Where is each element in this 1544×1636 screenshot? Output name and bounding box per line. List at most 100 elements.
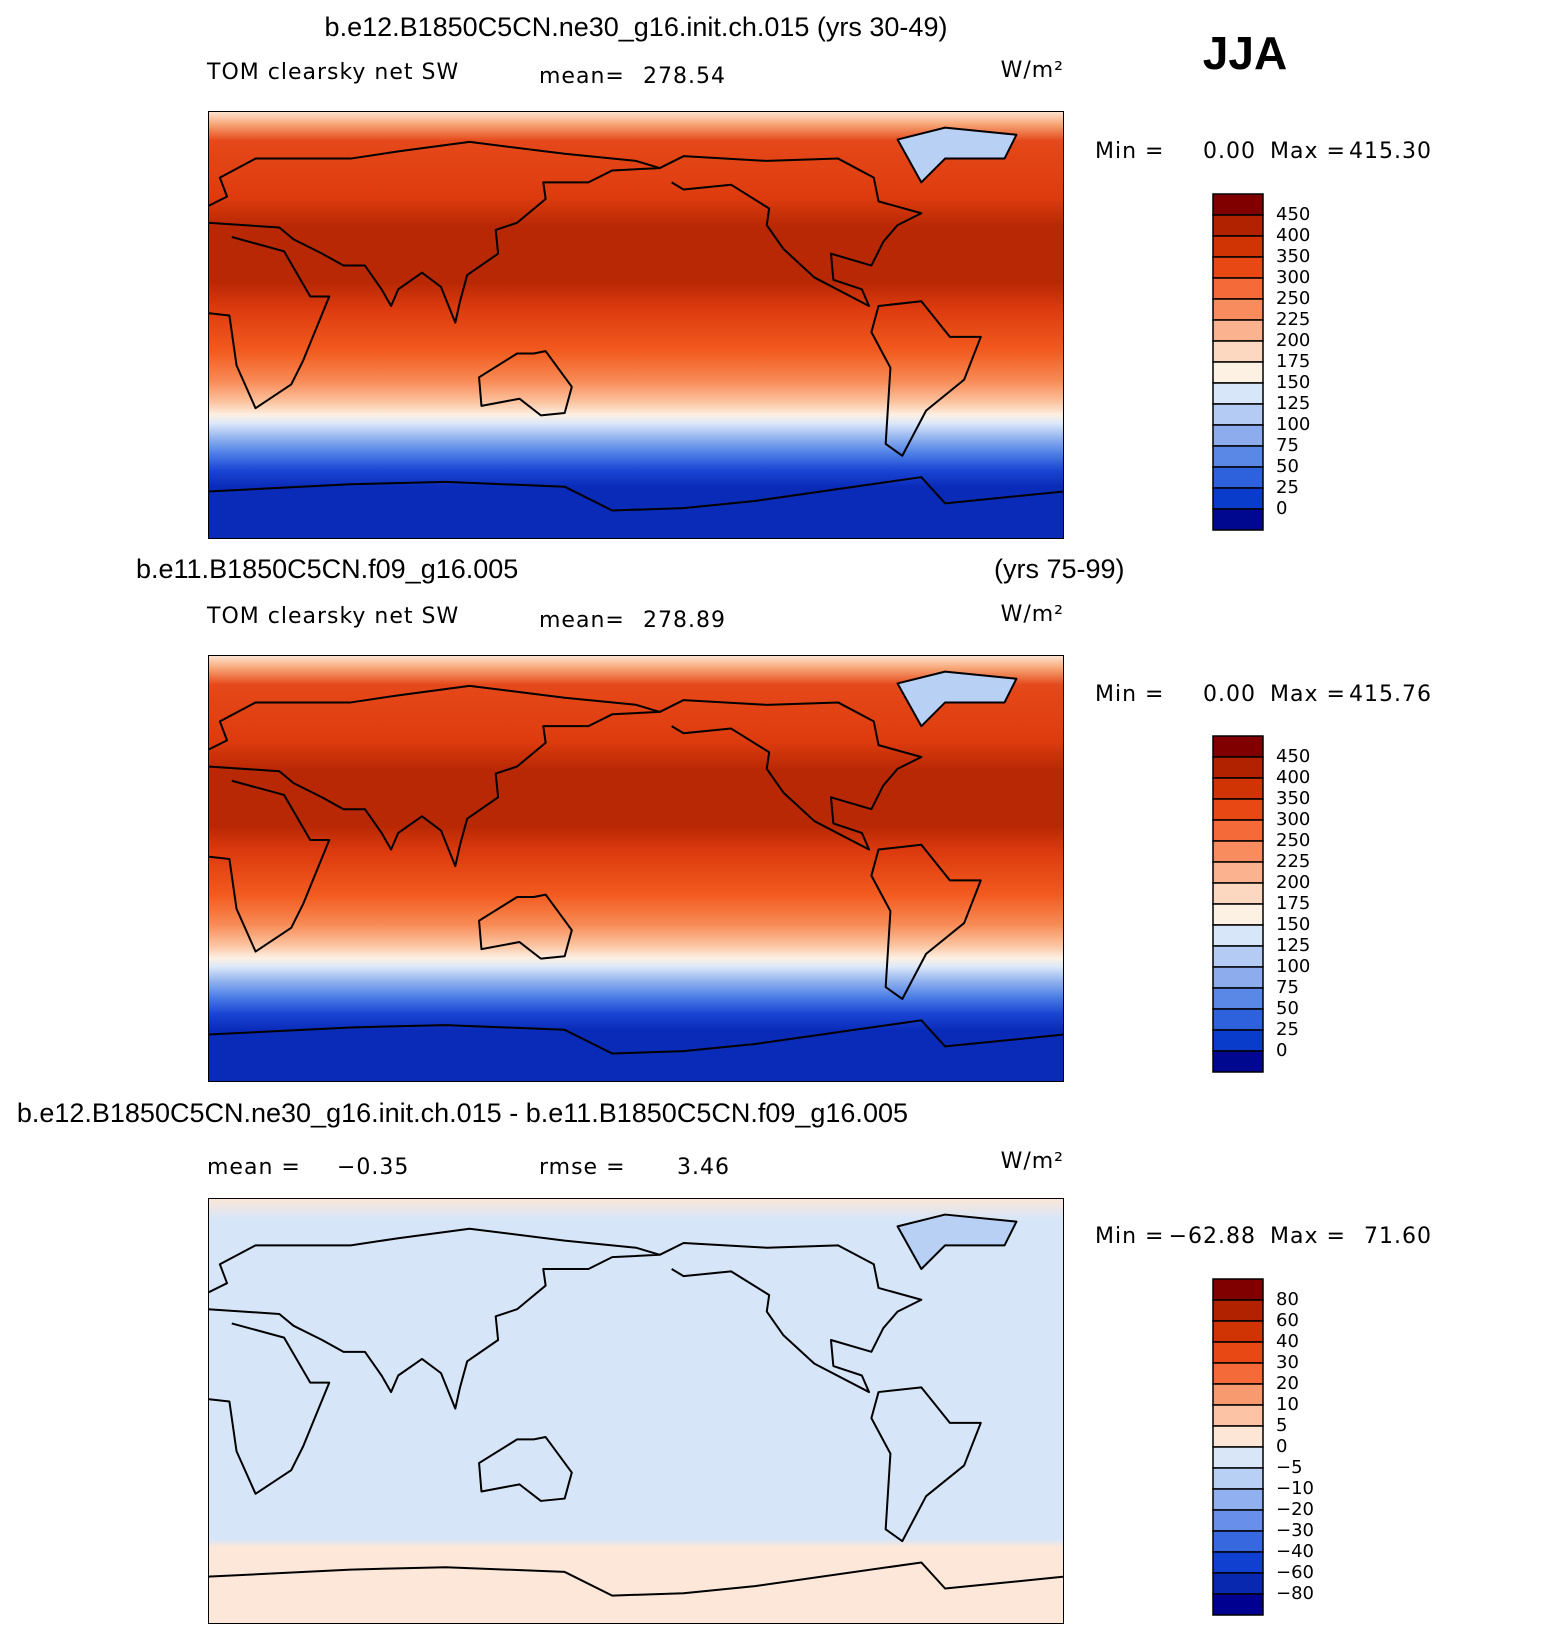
colorbar-box bbox=[1212, 1278, 1264, 1301]
colorbar-label: 300 bbox=[1276, 809, 1310, 830]
colorbar-label: 50 bbox=[1276, 998, 1299, 1019]
colorbar-box bbox=[1212, 966, 1264, 989]
colorbar-box bbox=[1212, 798, 1264, 821]
map bbox=[208, 655, 1064, 1082]
colorbar-label: 75 bbox=[1276, 435, 1299, 456]
colorbar-label: 25 bbox=[1276, 477, 1299, 498]
colorbar-label: 20 bbox=[1276, 1373, 1299, 1394]
colorbar-box bbox=[1212, 508, 1264, 531]
colorbar-label: 10 bbox=[1276, 1394, 1299, 1415]
colorbar-box bbox=[1212, 277, 1264, 300]
colorbar-box bbox=[1212, 840, 1264, 863]
colorbar-label: 60 bbox=[1276, 1310, 1299, 1331]
colorbar-label: 125 bbox=[1276, 393, 1310, 414]
colorbar-box bbox=[1212, 1572, 1264, 1595]
colorbar-box bbox=[1212, 1551, 1264, 1574]
colorbar-label: 200 bbox=[1276, 872, 1310, 893]
colorbar-label: −30 bbox=[1276, 1520, 1314, 1541]
colorbar-box bbox=[1212, 1008, 1264, 1031]
colorbar-box bbox=[1212, 1299, 1264, 1322]
colorbar-label: −5 bbox=[1276, 1457, 1303, 1478]
colorbar-label: 400 bbox=[1276, 767, 1310, 788]
max-value: 415.30 bbox=[1349, 139, 1432, 164]
colorbar-box bbox=[1212, 1446, 1264, 1469]
colorbar-box bbox=[1212, 235, 1264, 258]
colorbar-box bbox=[1212, 193, 1264, 216]
colorbar-label: 40 bbox=[1276, 1331, 1299, 1352]
max-value: 71.60 bbox=[1364, 1224, 1432, 1249]
colorbar-box bbox=[1212, 777, 1264, 800]
colorbar-label: 350 bbox=[1276, 246, 1310, 267]
stat-label: mean= bbox=[539, 608, 625, 633]
colorbar-label: −80 bbox=[1276, 1583, 1314, 1604]
stat-label: rmse = bbox=[539, 1155, 626, 1180]
stat-label: mean= bbox=[539, 64, 625, 89]
colorbar-box bbox=[1212, 256, 1264, 279]
colorbar-box bbox=[1212, 924, 1264, 947]
map bbox=[208, 111, 1064, 539]
map bbox=[208, 1198, 1064, 1624]
colorbar-box bbox=[1212, 1383, 1264, 1406]
colorbar-label: 175 bbox=[1276, 893, 1310, 914]
colorbar-box bbox=[1212, 1488, 1264, 1511]
colorbar-label: 175 bbox=[1276, 351, 1310, 372]
colorbar-label: 50 bbox=[1276, 456, 1299, 477]
max-label: Max = bbox=[1270, 682, 1346, 707]
colorbar-label: 300 bbox=[1276, 267, 1310, 288]
colorbar-box bbox=[1212, 735, 1264, 758]
min-value: 0.00 bbox=[1203, 139, 1256, 164]
colorbar-box bbox=[1212, 487, 1264, 510]
colorbar-box bbox=[1212, 319, 1264, 342]
colorbar-label: 450 bbox=[1276, 746, 1310, 767]
colorbar-label: 225 bbox=[1276, 309, 1310, 330]
colorbar-box bbox=[1212, 882, 1264, 905]
colorbar-box bbox=[1212, 1362, 1264, 1385]
season-label: JJA bbox=[1203, 27, 1287, 79]
colorbar-box bbox=[1212, 987, 1264, 1010]
colorbar-box bbox=[1212, 1050, 1264, 1073]
colorbar-label: 150 bbox=[1276, 914, 1310, 935]
max-value: 415.76 bbox=[1349, 682, 1432, 707]
colorbar-box bbox=[1212, 861, 1264, 884]
colorbar-label: 5 bbox=[1276, 1415, 1287, 1436]
colorbar-box bbox=[1212, 466, 1264, 489]
min-label: Min = bbox=[1095, 1224, 1164, 1249]
colorbar-label: 0 bbox=[1276, 498, 1287, 519]
stat-value: −0.35 bbox=[337, 1155, 409, 1180]
stat-value: 3.46 bbox=[677, 1155, 730, 1180]
colorbar-label: 225 bbox=[1276, 851, 1310, 872]
colorbar-box bbox=[1212, 945, 1264, 968]
colorbar-box bbox=[1212, 1425, 1264, 1448]
colorbar-box bbox=[1212, 298, 1264, 321]
stat-label: mean = bbox=[207, 1155, 301, 1180]
panel-title: b.e12.B1850C5CN.ne30_g16.init.ch.015 (yr… bbox=[325, 12, 948, 42]
colorbar-label: −10 bbox=[1276, 1478, 1314, 1499]
units-label: W/m² bbox=[1001, 1149, 1064, 1174]
colorbar-label: 150 bbox=[1276, 372, 1310, 393]
colorbar-box bbox=[1212, 361, 1264, 384]
colorbar-label: 0 bbox=[1276, 1040, 1287, 1061]
colorbar-label: 250 bbox=[1276, 288, 1310, 309]
colorbar-label: 100 bbox=[1276, 414, 1310, 435]
colorbar-label: 0 bbox=[1276, 1436, 1287, 1457]
colorbar-label: 80 bbox=[1276, 1289, 1299, 1310]
colorbar-label: 75 bbox=[1276, 977, 1299, 998]
colorbar-label: 200 bbox=[1276, 330, 1310, 351]
colorbar-box bbox=[1212, 1509, 1264, 1532]
colorbar-box bbox=[1212, 819, 1264, 842]
colorbar-label: 350 bbox=[1276, 788, 1310, 809]
colorbar-box bbox=[1212, 1530, 1264, 1553]
colorbar-box bbox=[1212, 424, 1264, 447]
panel-title: b.e12.B1850C5CN.ne30_g16.init.ch.015 - b… bbox=[17, 1098, 908, 1128]
min-label: Min = bbox=[1095, 682, 1164, 707]
stat-value: 278.89 bbox=[643, 608, 726, 633]
colorbar-box bbox=[1212, 1320, 1264, 1343]
colorbar-box bbox=[1212, 445, 1264, 468]
colorbar-box bbox=[1212, 1029, 1264, 1052]
max-label: Max = bbox=[1270, 139, 1346, 164]
colorbar-label: −60 bbox=[1276, 1562, 1314, 1583]
units-label: W/m² bbox=[1001, 58, 1064, 83]
colorbar-box bbox=[1212, 903, 1264, 926]
